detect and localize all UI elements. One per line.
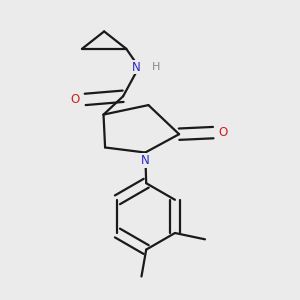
Text: O: O [70,93,80,106]
Text: O: O [218,126,227,139]
Text: N: N [141,154,150,167]
Text: N: N [131,61,140,74]
Text: H: H [152,62,160,72]
